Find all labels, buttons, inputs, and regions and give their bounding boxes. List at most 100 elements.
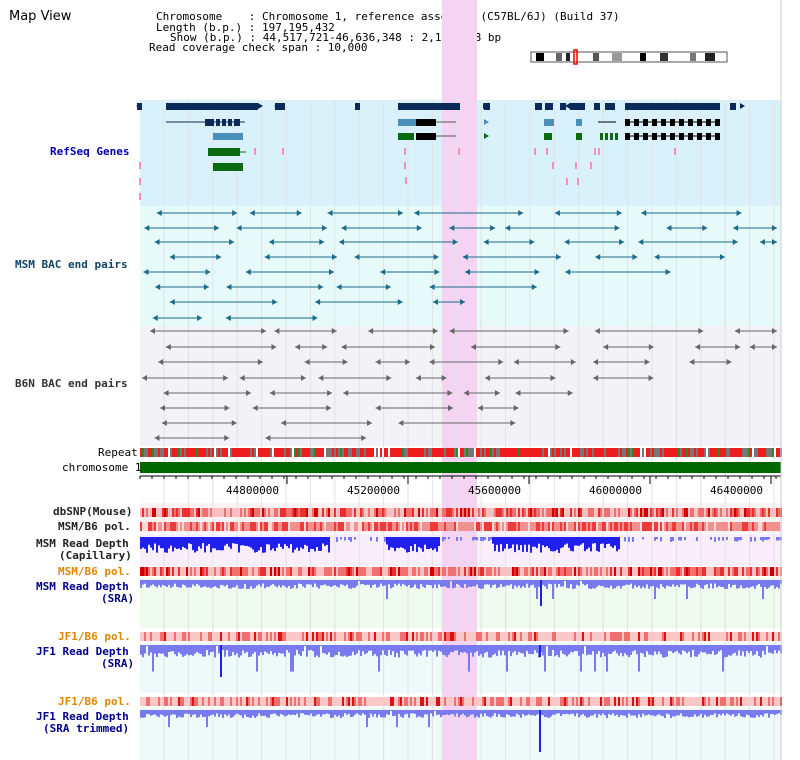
capillary-depth-bar — [528, 537, 530, 545]
jf1-sra-depth-bar — [376, 645, 378, 657]
msm-sra-depth-bar — [688, 580, 690, 587]
msm-pol-sra-cell — [302, 567, 304, 576]
repeat-segment — [388, 448, 390, 457]
msm-pol-sra-cell — [676, 567, 678, 576]
jf1-trimmed-depth-bar — [362, 710, 364, 714]
jf1-trimmed-depth-bar — [360, 710, 362, 716]
repeat-segment — [328, 448, 330, 457]
dbsnp-cell — [488, 508, 490, 517]
b6n-bac-track-label: B6N BAC end pairs — [15, 377, 128, 390]
jf1-pol-cell — [346, 632, 348, 641]
jf1-pol-trimmed-cell — [590, 697, 592, 706]
msm-pol-cell — [326, 522, 328, 531]
jf1-trimmed-depth-bar — [696, 710, 698, 717]
repeat-segment — [706, 448, 708, 457]
jf1-pol-trimmed-cell — [342, 697, 344, 706]
jf1-trimmed-depth-bar — [304, 710, 306, 715]
b6n-bac-pair-end — [449, 328, 455, 334]
jf1-pol-cell — [286, 632, 288, 641]
msm-pol-cell — [614, 522, 616, 531]
dbsnp-cell — [456, 508, 458, 517]
dbsnp-cell — [234, 508, 236, 517]
jf1-pol-cell — [458, 632, 460, 641]
jf1-sra-depth-bar — [230, 645, 232, 657]
dbsnp-cell — [364, 508, 366, 517]
jf1-sra-depth-bar — [718, 645, 720, 652]
msm-pol-cell — [426, 522, 428, 531]
capillary-depth-bar — [322, 537, 324, 544]
msm-bac-pair-end — [732, 239, 738, 245]
jf1-sra-depth-bar — [286, 645, 288, 651]
msm-sra-depth-bar — [234, 580, 236, 588]
msm-sra-depth-bar — [224, 580, 226, 587]
jf1-pol-trimmed-cell — [376, 697, 378, 706]
jf1-pol-cell — [380, 632, 382, 641]
dbsnp-cell — [210, 508, 212, 517]
dbsnp-cell — [492, 508, 494, 517]
dbsnp-cell — [704, 508, 706, 517]
jf1-trimmed-depth-bar — [528, 710, 530, 715]
msm-sra-depth-bar — [520, 580, 522, 589]
msm-bac-pair-end — [336, 284, 342, 290]
jf1-sra-depth-bar — [692, 645, 694, 650]
msm-pol-sra-cell — [604, 567, 606, 576]
msm-pol-sra-cell — [274, 567, 276, 576]
msm-sra-depth-bar — [336, 580, 338, 587]
msm-pol-cell — [710, 522, 712, 531]
dbsnp-cell — [264, 508, 266, 517]
jf1-pol-trimmed-cell — [496, 697, 498, 706]
b6n-bac-pair-end — [165, 344, 171, 350]
jf1-trimmed-depth-bar — [642, 710, 644, 714]
dbsnp-cell — [770, 508, 772, 517]
jf1-trimmed-depth-bar — [366, 710, 368, 728]
jf1-pol-cell — [534, 632, 536, 641]
repeat-segment — [188, 448, 190, 457]
msm-pol-sra-cell — [514, 567, 516, 576]
jf1-pol-cell — [692, 632, 694, 641]
jf1-pol-trimmed-cell — [566, 697, 568, 706]
msm-sra-depth-bar — [368, 580, 370, 585]
jf1-pol-trimmed-cell — [294, 697, 296, 706]
repeat-segment — [324, 448, 326, 457]
jf1-pol-trimmed-cell — [264, 697, 266, 706]
jf1-pol-cell — [588, 632, 590, 641]
msm-sra-depth-bar — [396, 580, 398, 586]
jf1-pol-cell — [412, 632, 414, 641]
dbsnp-cell — [632, 508, 634, 517]
capillary-depth-bar — [456, 537, 458, 541]
capillary-depth-bar — [376, 537, 378, 542]
capillary-depth-bar — [392, 537, 394, 548]
dbsnp-cell — [610, 508, 612, 517]
jf1-pol-cell — [722, 632, 724, 641]
ideogram-band — [612, 53, 622, 61]
msm-sra-depth-bar — [740, 580, 742, 586]
msm-sra-depth-bar — [380, 580, 382, 584]
jf1-pol-trimmed-cell — [310, 697, 312, 706]
jf1-depth-sra-label: JF1 Read Depth — [36, 645, 129, 658]
repeat-segment — [496, 448, 498, 457]
repeat-segment — [528, 448, 530, 457]
jf1-pol-cell — [466, 632, 468, 641]
jf1-trimmed-depth-bar — [296, 710, 298, 714]
msm-sra-depth-bar — [192, 580, 194, 585]
msm-pol-sra-cell — [758, 567, 760, 576]
jf1-trimmed-depth-bar — [148, 710, 150, 715]
msm-pol-sra-cell — [678, 567, 680, 576]
jf1-pol-trimmed-cell — [760, 697, 762, 706]
jf1-pol-trimmed-cell — [532, 697, 534, 706]
capillary-depth-bar — [396, 537, 398, 548]
msm-sra-depth-bar — [736, 580, 738, 589]
jf1-sra-depth-bar — [450, 645, 452, 653]
msm-pol-sra-cell — [242, 567, 244, 576]
msm-pol-cell — [392, 522, 394, 531]
msm-pol-sra-cell — [400, 567, 402, 576]
jf1-pol-cell — [636, 632, 638, 641]
jf1-pol-trimmed-cell — [492, 697, 494, 706]
jf1-trimmed-depth-bar — [266, 710, 268, 718]
jf1-pol-cell — [220, 632, 222, 641]
jf1-pol-cell — [438, 632, 440, 641]
jf1-pol-cell — [178, 632, 180, 641]
axis-tick-label: 44800000 — [226, 484, 279, 497]
jf1-trimmed-depth-bar — [210, 710, 212, 716]
jf1-trimmed-depth-bar — [280, 710, 282, 714]
